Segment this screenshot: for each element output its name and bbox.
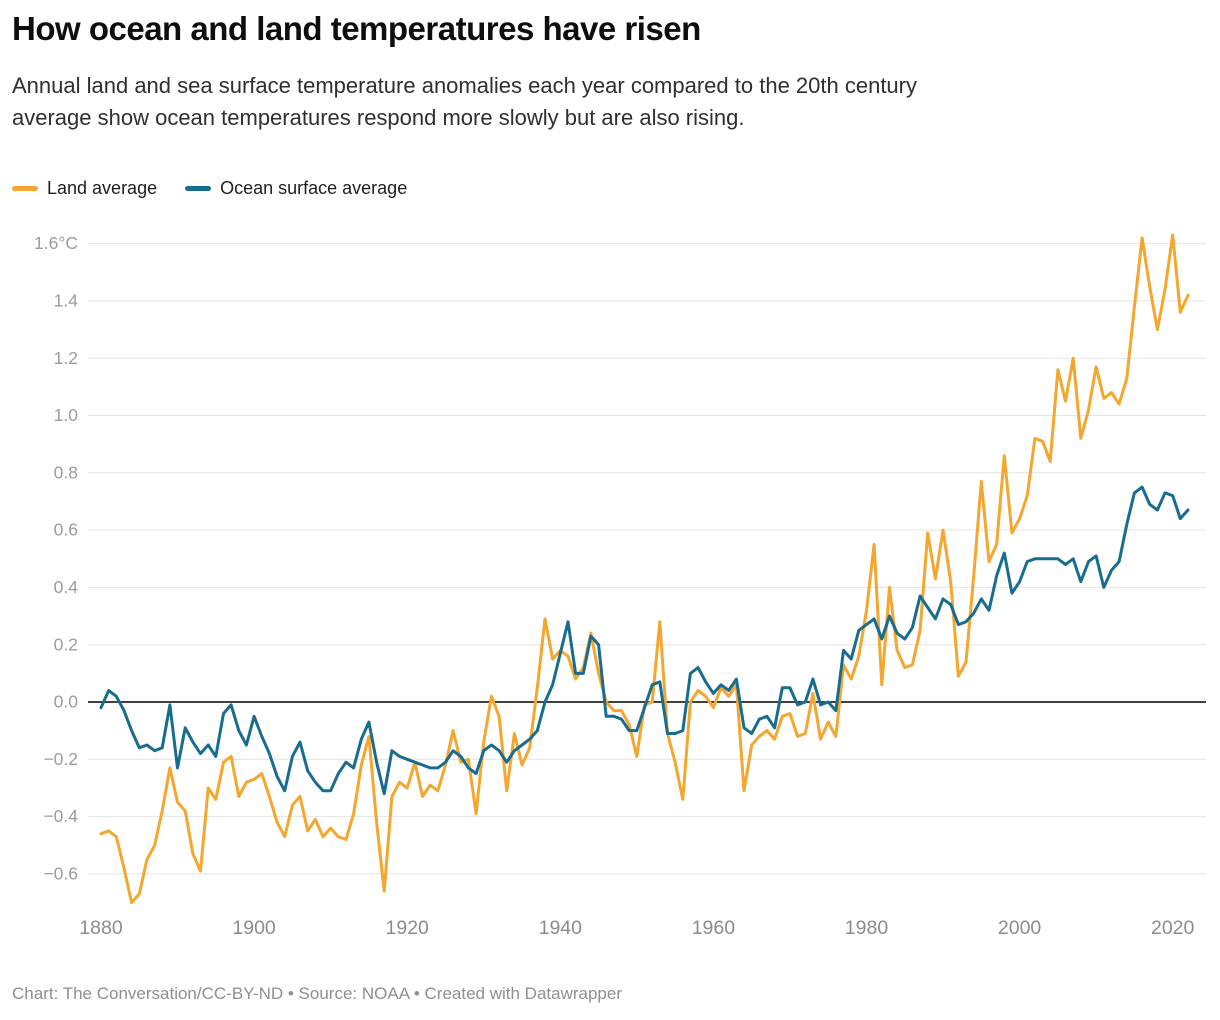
x-axis-tick-label: 1880 bbox=[79, 917, 123, 939]
subtitle-line-1: Annual land and sea surface temperature … bbox=[12, 72, 917, 98]
land-swatch-icon bbox=[12, 186, 38, 191]
page-title: How ocean and land temperatures have ris… bbox=[12, 10, 701, 47]
chart-header: How ocean and land temperatures have ris… bbox=[12, 10, 1197, 134]
x-axis-tick-label: 1900 bbox=[232, 917, 276, 939]
y-axis-tick-label: 0.8 bbox=[54, 462, 78, 482]
legend-label-land: Land average bbox=[47, 178, 158, 198]
x-axis-tick-label: 2020 bbox=[1151, 917, 1195, 939]
legend-label-ocean: Ocean surface average bbox=[220, 178, 408, 198]
y-axis-tick-label: 1.4 bbox=[54, 291, 79, 311]
y-axis-tick-label: −0.2 bbox=[43, 749, 78, 769]
y-axis-tick-label: 1.2 bbox=[54, 348, 78, 368]
x-axis-tick-label: 2000 bbox=[998, 917, 1042, 939]
x-axis-tick-label: 1920 bbox=[386, 917, 430, 939]
y-axis-tick-label: 0.6 bbox=[54, 520, 78, 540]
ocean-swatch-icon bbox=[185, 186, 212, 191]
ocean-surface-average-line bbox=[99, 485, 1190, 796]
y-axis-tick-label: 1.6°C bbox=[34, 233, 78, 253]
y-axis-tick-label: 0.4 bbox=[54, 577, 79, 597]
attribution-footer: Chart: The Conversation/CC-BY-ND • Sourc… bbox=[12, 984, 622, 1003]
y-axis-tick-label: −0.6 bbox=[43, 864, 78, 884]
legend-item-land: Land average bbox=[12, 178, 157, 199]
subtitle-line-2: average show ocean temperatures respond … bbox=[12, 104, 745, 130]
x-axis-tick-label: 1980 bbox=[845, 917, 889, 939]
y-axis-tick-label: 0.2 bbox=[54, 634, 78, 654]
chart-legend: Land average Ocean surface average bbox=[12, 178, 407, 199]
y-axis-tick-label: −0.4 bbox=[43, 806, 78, 826]
chart-subtitle: Annual land and sea surface temperature … bbox=[12, 70, 1197, 134]
x-axis-tick-label: 1940 bbox=[539, 917, 583, 939]
y-axis-tick-label: 0.0 bbox=[54, 692, 79, 712]
x-axis-tick-label: 1960 bbox=[692, 917, 736, 939]
legend-item-ocean: Ocean surface average bbox=[185, 178, 407, 199]
y-axis-tick-label: 1.0 bbox=[54, 405, 79, 425]
